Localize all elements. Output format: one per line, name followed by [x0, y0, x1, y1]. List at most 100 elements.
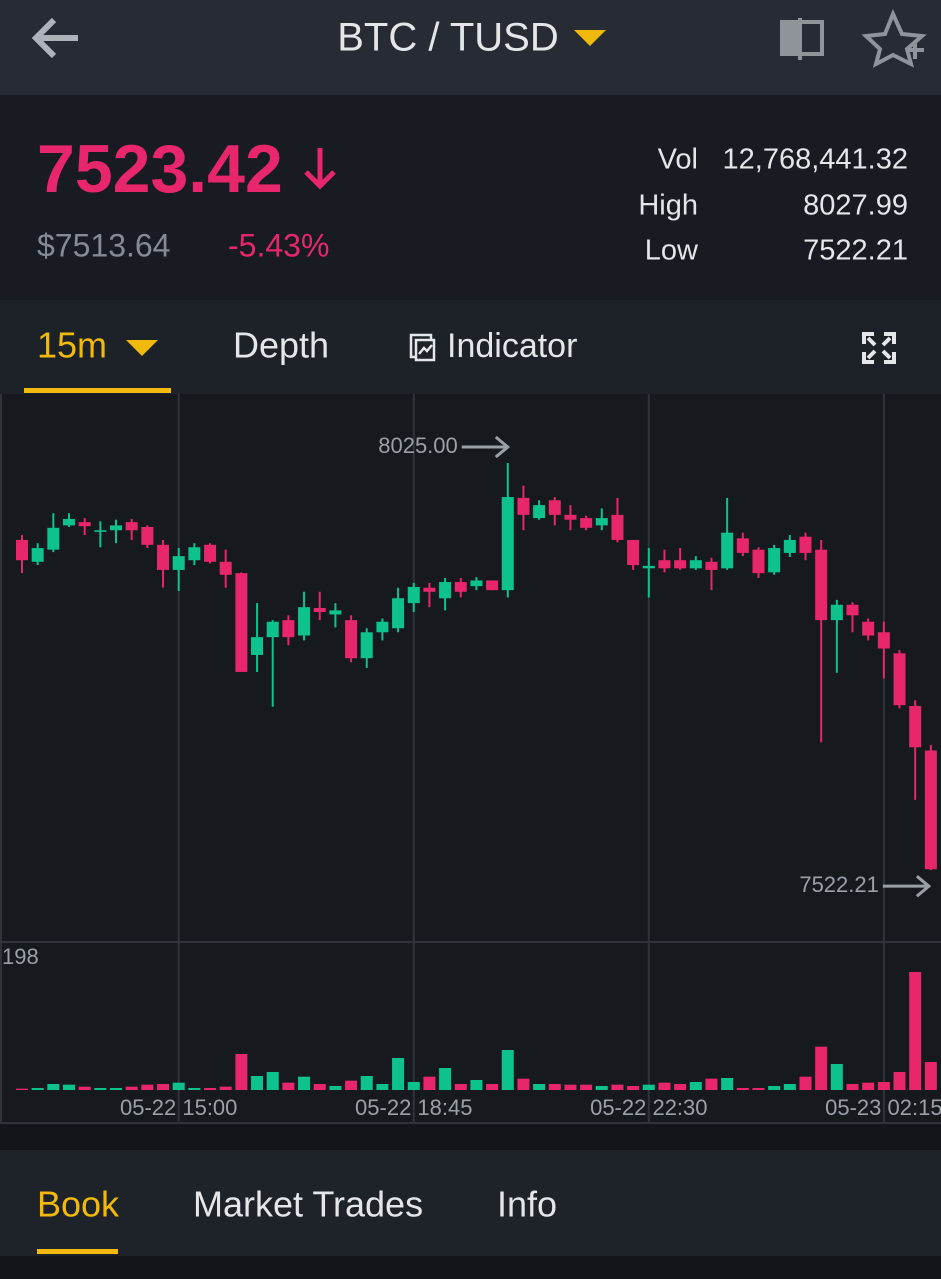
- volume-bar: [298, 1076, 311, 1090]
- candle-body: [204, 544, 217, 562]
- x-tick-label: 05-23 02:15: [825, 1095, 941, 1120]
- bottom-tab-bar: [0, 1150, 941, 1256]
- volume-bar: [627, 1086, 640, 1090]
- candle-body: [141, 526, 154, 545]
- volume-bar: [674, 1084, 687, 1090]
- x-tick-label: 05-22 22:30: [590, 1095, 707, 1120]
- volume-bar: [721, 1078, 734, 1090]
- volume-bar: [799, 1076, 812, 1090]
- candle-body: [125, 522, 138, 531]
- candle-body: [345, 620, 358, 659]
- volume-bar: [830, 1064, 843, 1090]
- volume-bar: [94, 1088, 107, 1090]
- candle-body: [360, 632, 373, 659]
- candle-body: [157, 544, 170, 570]
- min-marker-arrow: [882, 875, 932, 898]
- stat-value: 8027.99: [803, 190, 908, 222]
- volume-tick-label: 198: [2, 944, 39, 969]
- candle-body: [392, 598, 405, 629]
- volume-bar: [251, 1076, 264, 1090]
- favorite-plus: [906, 41, 924, 59]
- candle-body: [251, 637, 264, 655]
- stat-label: Low: [645, 235, 699, 267]
- volume-bar: [172, 1082, 185, 1090]
- active-tab-indicator: [24, 388, 171, 393]
- book-tab[interactable]: Book: [37, 1184, 120, 1225]
- change-percent: -5.43%: [228, 227, 329, 263]
- stat-label: High: [638, 190, 698, 222]
- volume-bar: [862, 1082, 875, 1090]
- volume-bar: [611, 1084, 624, 1090]
- max-marker-arrow: [461, 435, 511, 459]
- volume-bar: [345, 1080, 358, 1090]
- volume-bar: [439, 1068, 452, 1090]
- back-button[interactable]: [31, 17, 78, 59]
- pair-dropdown[interactable]: [574, 30, 606, 46]
- candle-body: [188, 547, 201, 561]
- candle-body: [721, 532, 734, 569]
- volume-bar: [78, 1086, 91, 1090]
- candle-body: [846, 604, 859, 616]
- candle-body: [31, 548, 44, 562]
- depth-tab[interactable]: Depth: [233, 325, 329, 366]
- candle-body: [705, 561, 718, 570]
- candle-body: [501, 497, 514, 591]
- candle-body: [799, 536, 812, 553]
- candlestick-chart: 05-22 15:00 05-22 18:45 05-22 22:30 05-23 0…: [2, 394, 941, 1123]
- spacer: [0, 1125, 941, 1150]
- chart-tab-bar: [0, 300, 941, 394]
- volume-bar: [16, 1088, 28, 1090]
- candle-body: [564, 514, 577, 520]
- market-trades-tab[interactable]: Market Trades: [193, 1184, 423, 1225]
- volume-bar: [595, 1086, 608, 1090]
- candle-body: [877, 632, 890, 649]
- volume-bar: [125, 1086, 138, 1090]
- favorite-button[interactable]: [861, 8, 927, 68]
- x-tick-label: 05-22 18:45: [355, 1095, 472, 1120]
- fullscreen-button[interactable]: [862, 332, 896, 364]
- volume-bar: [141, 1084, 154, 1090]
- indicator-tab[interactable]: Indicator: [447, 327, 577, 365]
- candle-body: [627, 539, 640, 566]
- chart-area: [0, 394, 941, 1124]
- volume-bar: [893, 1072, 906, 1090]
- candle-body: [16, 539, 28, 561]
- candle-body: [752, 549, 765, 574]
- candle-body: [580, 518, 593, 528]
- candle-body: [783, 539, 796, 553]
- candle-body: [611, 514, 624, 540]
- volume-bar: [580, 1084, 593, 1090]
- volume-bar: [110, 1088, 123, 1090]
- stat-label: Vol: [658, 144, 698, 176]
- pair-title[interactable]: BTC / TUSD: [337, 16, 559, 60]
- volume-bar: [454, 1084, 467, 1090]
- candle-body: [909, 705, 922, 748]
- candle-body: [658, 560, 671, 569]
- volume-bar: [266, 1072, 279, 1090]
- candle-body: [407, 586, 420, 604]
- candle-body: [423, 587, 436, 592]
- volume-bar: [282, 1082, 295, 1090]
- candle-body: [815, 549, 828, 621]
- interval-dropdown[interactable]: [126, 340, 158, 356]
- candle-body: [329, 610, 342, 615]
- volume-bar: [392, 1058, 405, 1090]
- candle-body: [548, 500, 561, 515]
- candle-body: [219, 561, 232, 575]
- book-icon[interactable]: [780, 18, 824, 60]
- info-tab[interactable]: Info: [497, 1184, 557, 1225]
- interval-tab[interactable]: 15m: [37, 325, 107, 366]
- candle-body: [862, 621, 875, 636]
- volume-bar: [768, 1086, 781, 1090]
- volume-bar: [909, 972, 922, 1090]
- volume-bar: [157, 1084, 170, 1090]
- candle-body: [486, 580, 499, 591]
- max-marker-label: 8025.00: [378, 433, 458, 458]
- candle-body: [78, 522, 91, 527]
- candle-body: [736, 538, 749, 553]
- down-arrow: [304, 148, 336, 190]
- volume-bar: [235, 1054, 248, 1090]
- candle-body: [674, 560, 687, 569]
- volume-bar: [486, 1084, 499, 1090]
- candle-body: [110, 525, 123, 531]
